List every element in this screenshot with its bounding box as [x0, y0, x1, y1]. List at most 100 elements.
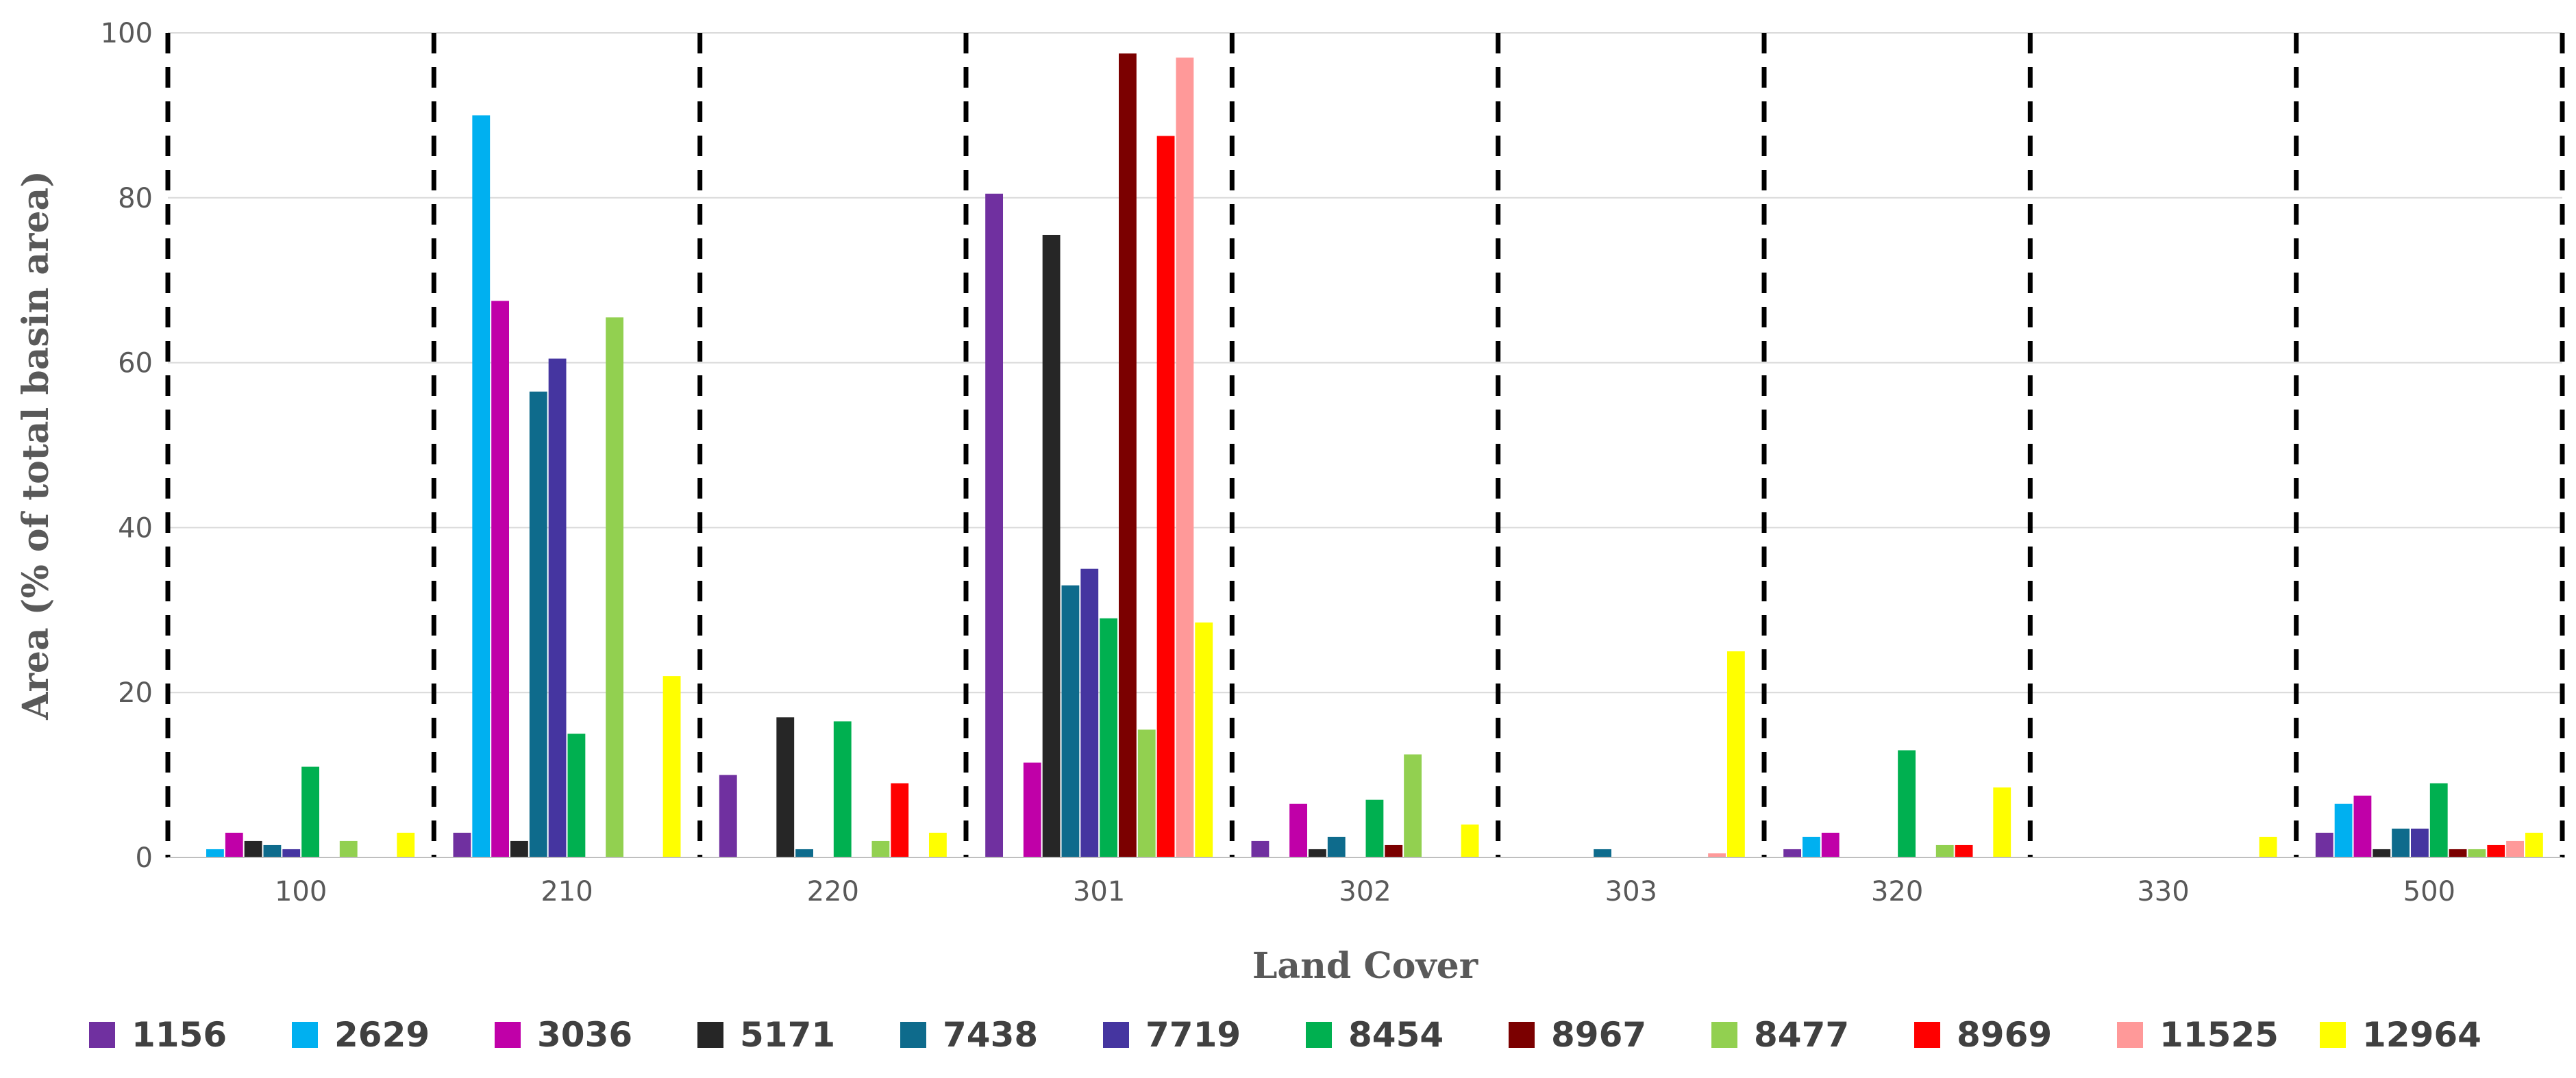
- legend-item: 7438: [900, 1015, 1038, 1055]
- legend-swatch: [697, 1022, 723, 1048]
- bar: [397, 832, 415, 857]
- bar: [1289, 803, 1308, 857]
- y-tick-label: 60: [118, 348, 153, 379]
- legend-label: 7438: [943, 1015, 1038, 1055]
- bar: [2353, 795, 2372, 857]
- bar: [1100, 618, 1117, 857]
- legend-item: 5171: [697, 1015, 835, 1055]
- bar: [2392, 828, 2410, 857]
- category-dividers: [165, 33, 2565, 858]
- legend-item: 2629: [292, 1015, 430, 1055]
- bar: [339, 840, 358, 857]
- bar: [263, 844, 282, 857]
- bar: [1080, 568, 1099, 857]
- y-axis-title: Area (% of total basin area): [15, 171, 57, 720]
- bar: [1251, 840, 1270, 857]
- legend-swatch: [495, 1022, 521, 1048]
- legend-swatch: [1306, 1022, 1332, 1048]
- legend-item: 11525: [2117, 1015, 2279, 1055]
- series-2629: [206, 115, 2353, 857]
- legend-label: 8454: [1348, 1015, 1444, 1055]
- gridlines: [168, 32, 2562, 858]
- bar: [1726, 651, 1745, 857]
- bar: [2449, 849, 2467, 857]
- legend-label: 8969: [1957, 1015, 2052, 1055]
- bar: [1783, 849, 1802, 857]
- bar: [776, 717, 795, 857]
- series-8477: [339, 317, 2486, 857]
- x-tick-label: 500: [2403, 876, 2455, 907]
- bar: [1365, 799, 1384, 857]
- bar: [2373, 849, 2391, 857]
- bar: [1461, 824, 1479, 857]
- bar: [548, 358, 567, 857]
- legend: 1156 2629 3036 5171 7438 7719 8454 8967 8477 8969…: [89, 1015, 2481, 1055]
- legend-label: 8967: [1551, 1015, 1646, 1055]
- legend-label: 11525: [2159, 1015, 2279, 1055]
- x-tick-label: 100: [275, 876, 327, 907]
- bar: [1898, 750, 1916, 857]
- bar: [891, 783, 909, 857]
- legend-swatch: [1914, 1022, 1940, 1048]
- bar: [1309, 849, 1326, 857]
- bar: [719, 775, 737, 857]
- bar: [833, 721, 852, 857]
- bar: [2487, 844, 2505, 857]
- x-tick-label: 302: [1339, 876, 1391, 907]
- bar: [206, 849, 224, 857]
- legend-label: 12964: [2362, 1015, 2481, 1055]
- legend-label: 3036: [537, 1015, 632, 1055]
- legend-item: 8454: [1306, 1015, 1444, 1055]
- x-axis-title: Land Cover: [1252, 945, 1478, 987]
- y-tick-label: 100: [101, 18, 153, 49]
- bar: [795, 849, 814, 857]
- legend-swatch: [1711, 1022, 1737, 1048]
- series-1156: [453, 193, 2333, 857]
- legend-swatch: [89, 1022, 115, 1048]
- bar: [871, 840, 890, 857]
- legend-swatch: [900, 1022, 926, 1048]
- bar: [928, 832, 947, 857]
- legend-item: 8967: [1509, 1015, 1646, 1055]
- bar: [1137, 729, 1156, 857]
- bar: [1594, 849, 1612, 857]
- bar: [472, 115, 491, 857]
- bar: [1061, 585, 1080, 857]
- bar: [1803, 836, 1820, 857]
- x-tick-label: 301: [1073, 876, 1125, 907]
- legend-swatch: [1509, 1022, 1535, 1048]
- x-tick-label: 220: [807, 876, 859, 907]
- legend-swatch: [1103, 1022, 1129, 1048]
- y-tick-label: 0: [136, 842, 153, 874]
- bars: [206, 53, 2543, 858]
- y-tick-label: 20: [118, 677, 153, 709]
- legend-item: 7719: [1103, 1015, 1241, 1055]
- x-tick-label: 330: [2137, 876, 2189, 907]
- bar: [2429, 783, 2448, 857]
- bar: [1118, 53, 1137, 858]
- bar: [244, 840, 262, 857]
- bar: [1176, 58, 1194, 858]
- legend-item: 1156: [89, 1015, 227, 1055]
- legend-item: 8477: [1711, 1015, 1849, 1055]
- bar: [2506, 840, 2524, 857]
- bar: [453, 832, 471, 857]
- bar: [1156, 136, 1175, 857]
- x-tick-label: 303: [1605, 876, 1657, 907]
- series-7438: [263, 391, 2410, 857]
- bar: [1042, 234, 1061, 858]
- bar: [225, 832, 243, 857]
- bar: [510, 840, 528, 857]
- bar: [2525, 832, 2543, 857]
- legend-label: 7719: [1145, 1015, 1241, 1055]
- bar: [1708, 853, 1726, 857]
- bar: [662, 676, 681, 857]
- bar: [606, 317, 623, 857]
- bar: [2315, 832, 2333, 857]
- y-tick-labels: 0 20 40 60 80 100: [101, 18, 153, 874]
- bar: [282, 849, 301, 857]
- x-tick-label: 210: [541, 876, 593, 907]
- bar: [1327, 836, 1346, 857]
- legend-label: 5171: [740, 1015, 835, 1055]
